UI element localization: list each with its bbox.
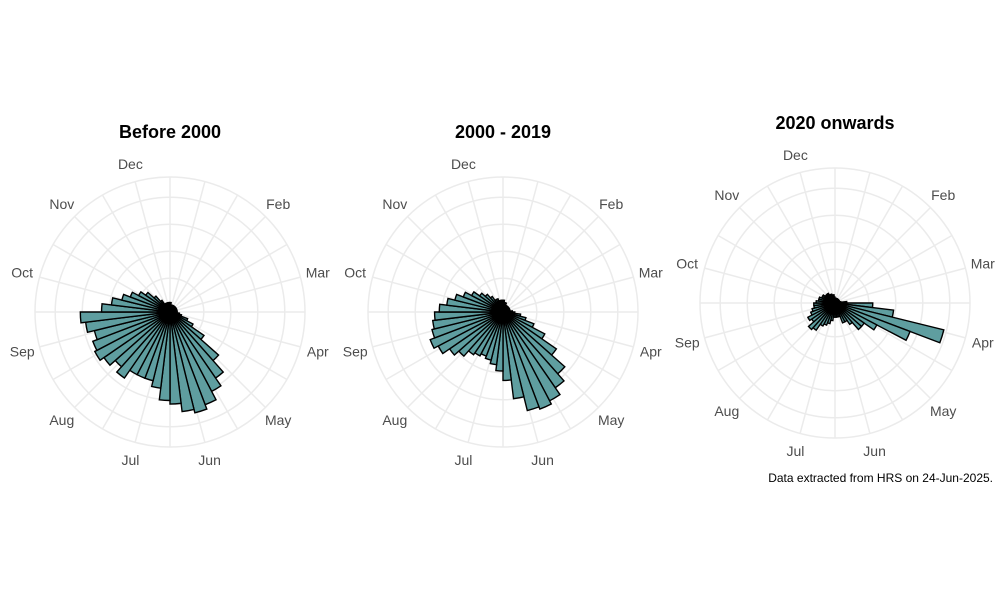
month-label-nov: Nov xyxy=(49,196,74,212)
month-label-dec: Dec xyxy=(451,156,476,172)
grid-spoke xyxy=(834,172,871,304)
month-label-may: May xyxy=(930,403,956,419)
bar-week-35 xyxy=(806,302,836,322)
month-label-may: May xyxy=(265,412,291,428)
grid-spoke xyxy=(717,234,836,304)
month-label-sep: Sep xyxy=(675,335,700,351)
bar-week-52 xyxy=(500,299,504,313)
bar-week-36 xyxy=(429,311,504,350)
grid-spoke xyxy=(502,276,634,313)
grid-spoke xyxy=(169,311,301,348)
month-label-aug: Aug xyxy=(714,403,739,419)
bar-week-32 xyxy=(115,311,171,380)
chart-title: 2020 onwards xyxy=(775,113,894,133)
month-label-apr: Apr xyxy=(972,335,994,351)
month-label-jul: Jul xyxy=(454,452,472,468)
grid-spoke xyxy=(169,215,267,313)
bar-week-25 xyxy=(502,311,525,400)
bar-week-39 xyxy=(433,311,504,322)
bar-week-26 xyxy=(502,311,513,382)
bar-week-39 xyxy=(79,311,171,324)
month-label-jun: Jun xyxy=(531,452,554,468)
month-label-jun: Jun xyxy=(198,452,221,468)
month-label-feb: Feb xyxy=(266,196,290,212)
chart-title: 2000 - 2019 xyxy=(455,122,551,142)
month-label-sep: Sep xyxy=(10,344,35,360)
polar-chart-before-2000: Feb Mar Apr May Jun Jul Aug Sep Oct Nov Dec Before … xyxy=(10,122,330,468)
grid-spoke xyxy=(834,206,932,304)
grid-spoke xyxy=(834,185,904,304)
grid-spoke xyxy=(704,267,836,304)
chart-title: Before 2000 xyxy=(119,122,221,142)
bar-week-38 xyxy=(431,311,504,330)
bar-week-24 xyxy=(502,311,540,412)
month-label-jul: Jul xyxy=(786,443,804,459)
grid-spoke xyxy=(834,302,904,421)
month-label-nov: Nov xyxy=(382,196,407,212)
bar-week-52 xyxy=(833,296,836,304)
grid-spoke xyxy=(169,194,239,313)
month-label-may: May xyxy=(598,412,624,428)
grid-spoke xyxy=(834,302,871,434)
grid-spoke xyxy=(766,185,836,304)
month-label-mar: Mar xyxy=(971,255,995,271)
month-label-oct: Oct xyxy=(676,255,698,271)
grid-spoke xyxy=(799,302,836,434)
bar-week-52 xyxy=(168,301,171,313)
grid-spoke xyxy=(434,194,504,313)
bar-week-23 xyxy=(502,311,553,410)
grid-spoke xyxy=(799,172,836,304)
grid-spoke xyxy=(502,215,600,313)
grid-spoke xyxy=(73,215,171,313)
grid-spoke xyxy=(169,276,301,313)
month-label-dec: Dec xyxy=(783,147,808,163)
month-label-feb: Feb xyxy=(931,187,955,203)
month-label-aug: Aug xyxy=(382,412,407,428)
month-label-aug: Aug xyxy=(49,412,74,428)
bar-week-36 xyxy=(91,311,171,352)
month-label-sep: Sep xyxy=(343,344,368,360)
grid-spoke xyxy=(834,267,966,304)
month-label-dec: Dec xyxy=(118,156,143,172)
grid-spoke xyxy=(738,206,836,304)
grid-spoke xyxy=(467,181,504,313)
month-label-oct: Oct xyxy=(11,264,33,280)
bar-week-37 xyxy=(431,311,504,339)
grid-spoke xyxy=(834,234,953,304)
grid-spoke xyxy=(169,181,206,313)
month-label-oct: Oct xyxy=(344,264,366,280)
data-source-caption: Data extracted from HRS on 24-Jun-2025. xyxy=(768,471,993,485)
month-label-apr: Apr xyxy=(307,344,329,360)
month-label-mar: Mar xyxy=(306,264,330,280)
month-label-feb: Feb xyxy=(599,196,623,212)
grid-spoke xyxy=(502,243,621,313)
month-label-nov: Nov xyxy=(714,187,739,203)
polar-chart-2000-2019: Feb Mar Apr May Jun Jul Aug Sep Oct Nov Dec 2000 - … xyxy=(343,122,663,468)
month-label-jul: Jul xyxy=(121,452,139,468)
grid-spoke xyxy=(502,181,539,313)
bar-week-35 xyxy=(93,311,171,362)
bar-week-26 xyxy=(169,311,182,405)
grid-spoke xyxy=(502,194,572,313)
month-label-mar: Mar xyxy=(639,264,663,280)
bar-week-25 xyxy=(169,311,195,413)
grid-spoke xyxy=(134,181,171,313)
grid-spoke xyxy=(169,243,288,313)
month-label-apr: Apr xyxy=(640,344,662,360)
month-label-jun: Jun xyxy=(863,443,886,459)
grid-spoke xyxy=(101,194,171,313)
bar-week-24 xyxy=(169,311,208,414)
polar-chart-2020-onwards: Feb Mar Apr May Jun Jul Aug Sep Oct Nov Dec 2020 on… xyxy=(675,113,995,459)
